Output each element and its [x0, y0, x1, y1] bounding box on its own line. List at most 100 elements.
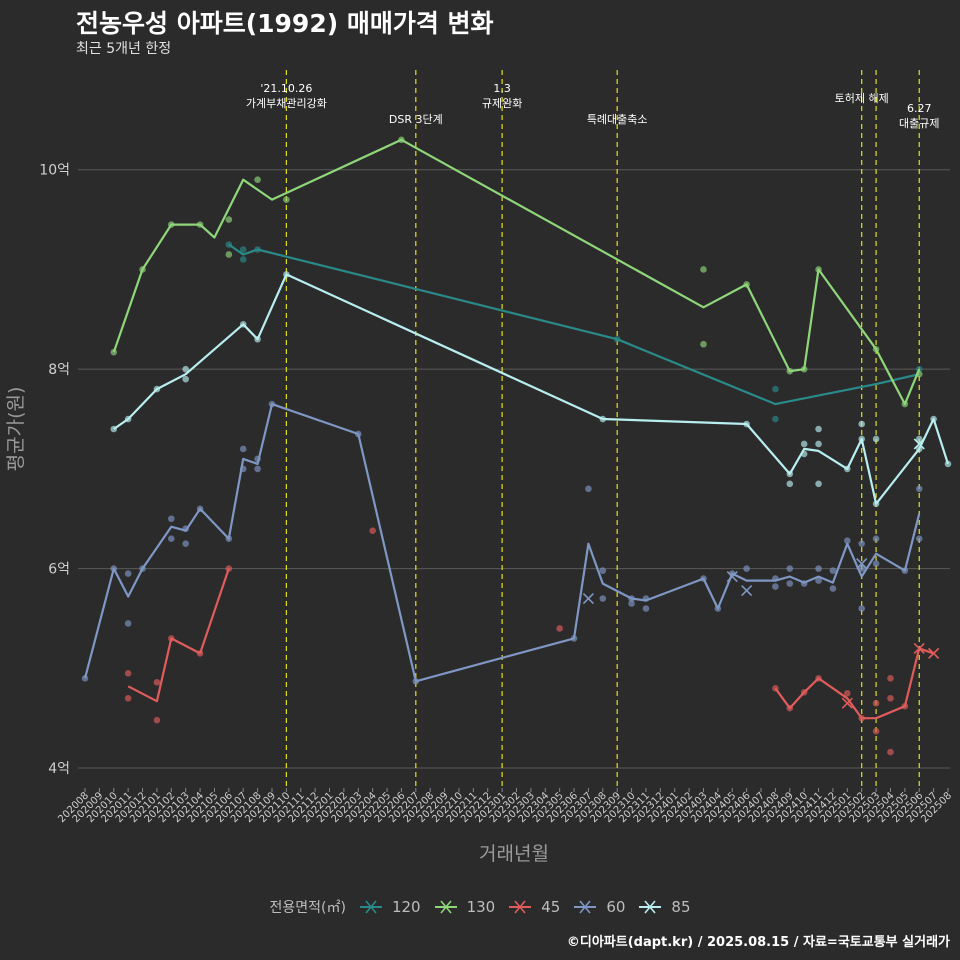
data-point-120 [239, 256, 247, 263]
data-point-60 [858, 540, 865, 547]
series-line-120 [228, 243, 920, 406]
data-point-85 [915, 435, 923, 443]
data-point-60 [254, 465, 261, 473]
y-tick-label: 4억 [48, 761, 70, 777]
chart-title: 전농우성 아파트(1992) 매매가격 변화 [76, 9, 494, 38]
line-chart: 4억6억8억10억2020082020092020102020112020122… [5, 70, 954, 865]
event-label: DSR 3단계 [389, 113, 443, 126]
cross-marker-45 [841, 697, 853, 709]
cross-marker-60 [726, 571, 738, 583]
series-line-45 [774, 647, 934, 720]
series-line-85 [113, 273, 950, 505]
data-point-130 [254, 176, 261, 183]
data-point-60 [124, 620, 132, 627]
series-line-130 [112, 138, 921, 406]
data-point-45 [369, 527, 376, 535]
data-point-60 [858, 605, 865, 612]
y-axis-label: 평균가(원) [5, 387, 27, 472]
data-point-60 [844, 537, 851, 544]
legend-item-130: 130 [433, 897, 496, 917]
data-point-60 [815, 577, 822, 584]
x-axis-label: 거래년월 [479, 843, 549, 865]
cross-marker-60 [582, 592, 594, 605]
cross-marker-85 [913, 438, 925, 450]
data-point-120 [772, 385, 779, 393]
data-point-85 [872, 435, 880, 443]
event-label: 토허제 해제 [835, 91, 889, 105]
legend-label: 120 [391, 898, 421, 916]
data-point-85 [815, 440, 822, 448]
series-line-45 [127, 568, 230, 703]
legend: 전용면적(㎡) 120 130 45 60 85 [0, 894, 960, 920]
data-point-60 [168, 515, 175, 523]
data-point-45 [153, 716, 161, 724]
data-point-60 [915, 485, 923, 493]
data-point-60 [585, 485, 592, 493]
data-point-45 [124, 670, 132, 677]
data-point-85 [800, 440, 808, 448]
data-point-120 [772, 415, 779, 423]
data-point-60 [182, 540, 189, 547]
legend-key-icon [639, 900, 662, 914]
legend-label: 45 [541, 898, 561, 916]
data-point-85 [786, 480, 794, 488]
data-point-60 [815, 565, 822, 572]
chart-subtitle: 최근 5개년 한정 [76, 41, 172, 57]
event-label: '21.10.26 가계부채관리강화 [246, 82, 327, 110]
legend-key-icon [574, 900, 597, 914]
data-point-45 [124, 694, 132, 702]
data-point-60 [168, 535, 175, 542]
event-label: 특례대출축소 [587, 113, 648, 126]
data-point-45 [887, 675, 894, 682]
data-point-45 [844, 689, 851, 697]
legend-key-icon [434, 900, 457, 914]
event-label: 6.27 대출규제 [899, 102, 939, 130]
data-point-60 [239, 445, 247, 453]
series-line-60 [83, 403, 921, 683]
data-point-130 [225, 216, 233, 223]
data-point-45 [153, 678, 161, 686]
legend-item-60: 60 [572, 897, 625, 917]
data-point-60 [124, 570, 132, 577]
data-point-60 [786, 565, 794, 572]
data-point-60 [628, 600, 635, 607]
y-tick-label: 8억 [48, 362, 70, 378]
data-point-60 [786, 580, 794, 587]
legend-key-icon [359, 900, 382, 914]
data-point-85 [182, 365, 189, 373]
data-point-130 [225, 251, 233, 258]
data-point-45 [887, 748, 894, 756]
cross-marker-45 [913, 642, 925, 654]
data-point-130 [700, 266, 707, 273]
cross-marker-60 [856, 558, 868, 570]
source-caption: ©디아파트(dapt.kr) / 2025.08.15 / 자료=국토교통부 실… [566, 935, 950, 950]
cross-marker-60 [741, 584, 753, 597]
data-point-60 [599, 567, 607, 574]
data-point-60 [915, 535, 923, 542]
legend-label: 60 [606, 898, 626, 916]
cross-marker-45 [928, 647, 940, 659]
data-point-85 [815, 480, 822, 488]
data-point-130 [700, 340, 707, 348]
data-point-45 [872, 727, 880, 735]
data-point-60 [599, 595, 607, 602]
data-point-120 [239, 246, 247, 253]
data-point-85 [182, 375, 189, 383]
data-point-60 [81, 675, 89, 682]
legend-key-icon [509, 900, 532, 914]
data-point-45 [887, 694, 894, 702]
y-tick-label: 6억 [48, 562, 70, 578]
data-point-60 [743, 565, 750, 572]
data-point-85 [815, 425, 822, 433]
data-point-85 [858, 420, 865, 428]
data-point-60 [829, 585, 837, 592]
data-point-60 [642, 605, 650, 612]
legend-label: 85 [671, 898, 691, 916]
legend-title: 전용면적(㎡) [269, 900, 346, 916]
data-point-130 [283, 196, 290, 203]
data-point-60 [872, 535, 880, 542]
y-tick-label: 10억 [39, 163, 70, 179]
legend-label: 130 [466, 898, 496, 916]
legend-item-45: 45 [507, 897, 560, 917]
data-point-60 [772, 583, 779, 590]
